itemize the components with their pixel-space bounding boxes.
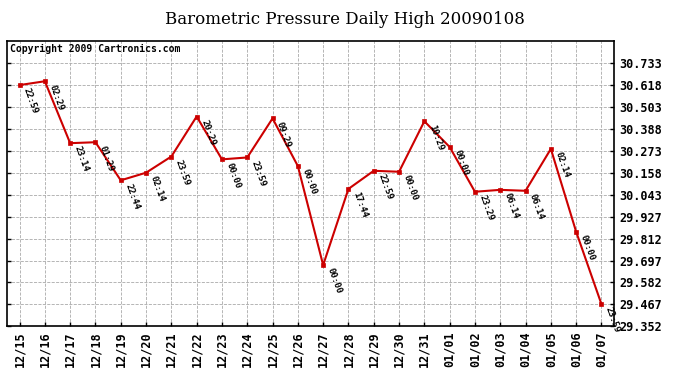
Text: 02:14: 02:14: [148, 175, 166, 203]
Text: 23:14: 23:14: [72, 145, 90, 173]
Text: 01:29: 01:29: [98, 144, 116, 172]
Text: 00:00: 00:00: [579, 234, 596, 262]
Text: 23:59: 23:59: [250, 159, 268, 188]
Text: 10:29: 10:29: [427, 123, 444, 152]
Text: 00:00: 00:00: [452, 149, 470, 177]
Text: 22:44: 22:44: [124, 182, 141, 210]
Text: 02:14: 02:14: [553, 151, 571, 179]
Text: 22:59: 22:59: [22, 87, 40, 115]
Text: 00:00: 00:00: [402, 174, 420, 202]
Text: 20:29: 20:29: [199, 118, 217, 147]
Text: 00:00: 00:00: [224, 161, 242, 190]
Text: Copyright 2009 Cartronics.com: Copyright 2009 Cartronics.com: [10, 44, 180, 54]
Text: 06:14: 06:14: [528, 193, 546, 221]
Text: 00:00: 00:00: [326, 267, 344, 296]
Text: 23:59: 23:59: [604, 306, 622, 334]
Text: 22:59: 22:59: [376, 173, 394, 201]
Text: 17:44: 17:44: [351, 191, 368, 219]
Text: 00:00: 00:00: [300, 168, 318, 196]
Text: 23:29: 23:29: [477, 194, 495, 222]
Text: 23:59: 23:59: [174, 158, 192, 187]
Text: 06:14: 06:14: [503, 192, 520, 220]
Text: 02:29: 02:29: [48, 83, 65, 111]
Text: Barometric Pressure Daily High 20090108: Barometric Pressure Daily High 20090108: [165, 11, 525, 28]
Text: 09:29: 09:29: [275, 120, 293, 148]
